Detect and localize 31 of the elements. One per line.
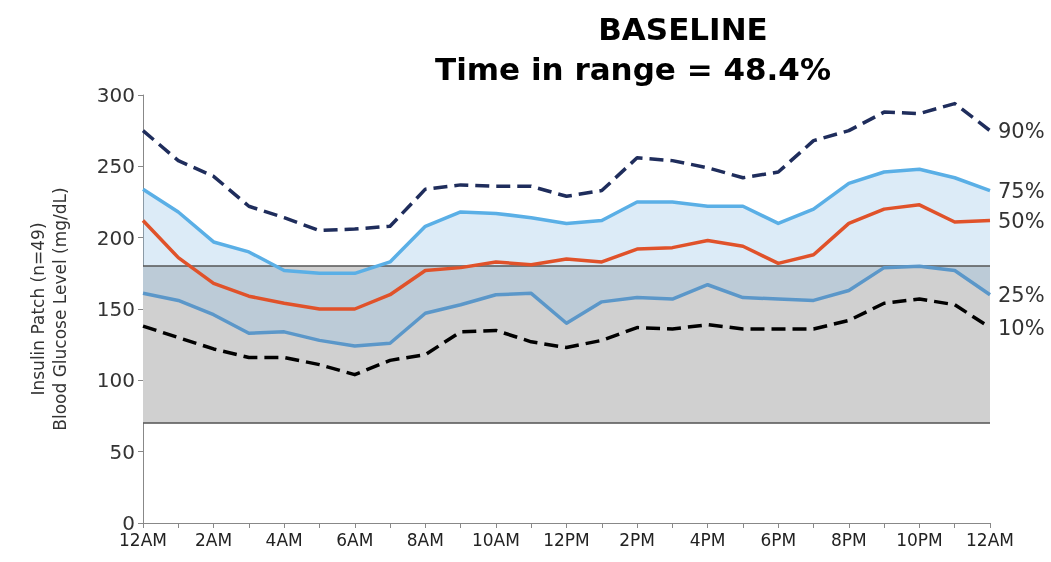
x-tick-label: 6AM	[336, 529, 374, 550]
series-label: 75%	[998, 178, 1045, 203]
x-tick-label: 4AM	[265, 529, 303, 550]
line-series	[141, 167, 992, 276]
y-tick-label: 150	[96, 297, 135, 321]
y-tick-label: 200	[96, 225, 135, 250]
line-series	[141, 203, 992, 311]
y-tick-label: 300	[96, 83, 135, 107]
series-label: 25%	[998, 282, 1045, 307]
y-axis-title: Insulin Patch (n=49) Blood Glucose Level (mg/dL)	[28, 187, 70, 431]
x-tick-label: 8AM	[406, 529, 444, 550]
x-tick-label: 10AM	[471, 529, 520, 550]
series-label: 50%	[998, 208, 1045, 233]
x-tick-label: 12AM	[119, 529, 167, 550]
x-tick-label: 2PM	[619, 529, 655, 550]
x-tick-label: 6PM	[760, 529, 797, 550]
chart-subtitle: Time in range = 48.4%	[435, 50, 831, 87]
y-tick-label: 100	[96, 368, 135, 393]
line-series	[141, 101, 992, 233]
x-tick-label: 12PM	[543, 529, 590, 550]
x-tick-label: 4PM	[689, 529, 726, 550]
series-label: 90%	[998, 118, 1045, 143]
y-tick-label: 50	[109, 439, 135, 464]
line-series	[141, 264, 992, 348]
x-tick-label: 8PM	[830, 529, 867, 550]
y-tick-label: 250	[96, 154, 135, 179]
x-tick-label: 10PM	[896, 529, 943, 550]
series-label: 10%	[998, 315, 1045, 340]
chart-title: BASELINE	[598, 10, 768, 47]
x-tick-label: 2AM	[195, 529, 233, 550]
x-tick-label: 12AM	[966, 529, 1014, 550]
